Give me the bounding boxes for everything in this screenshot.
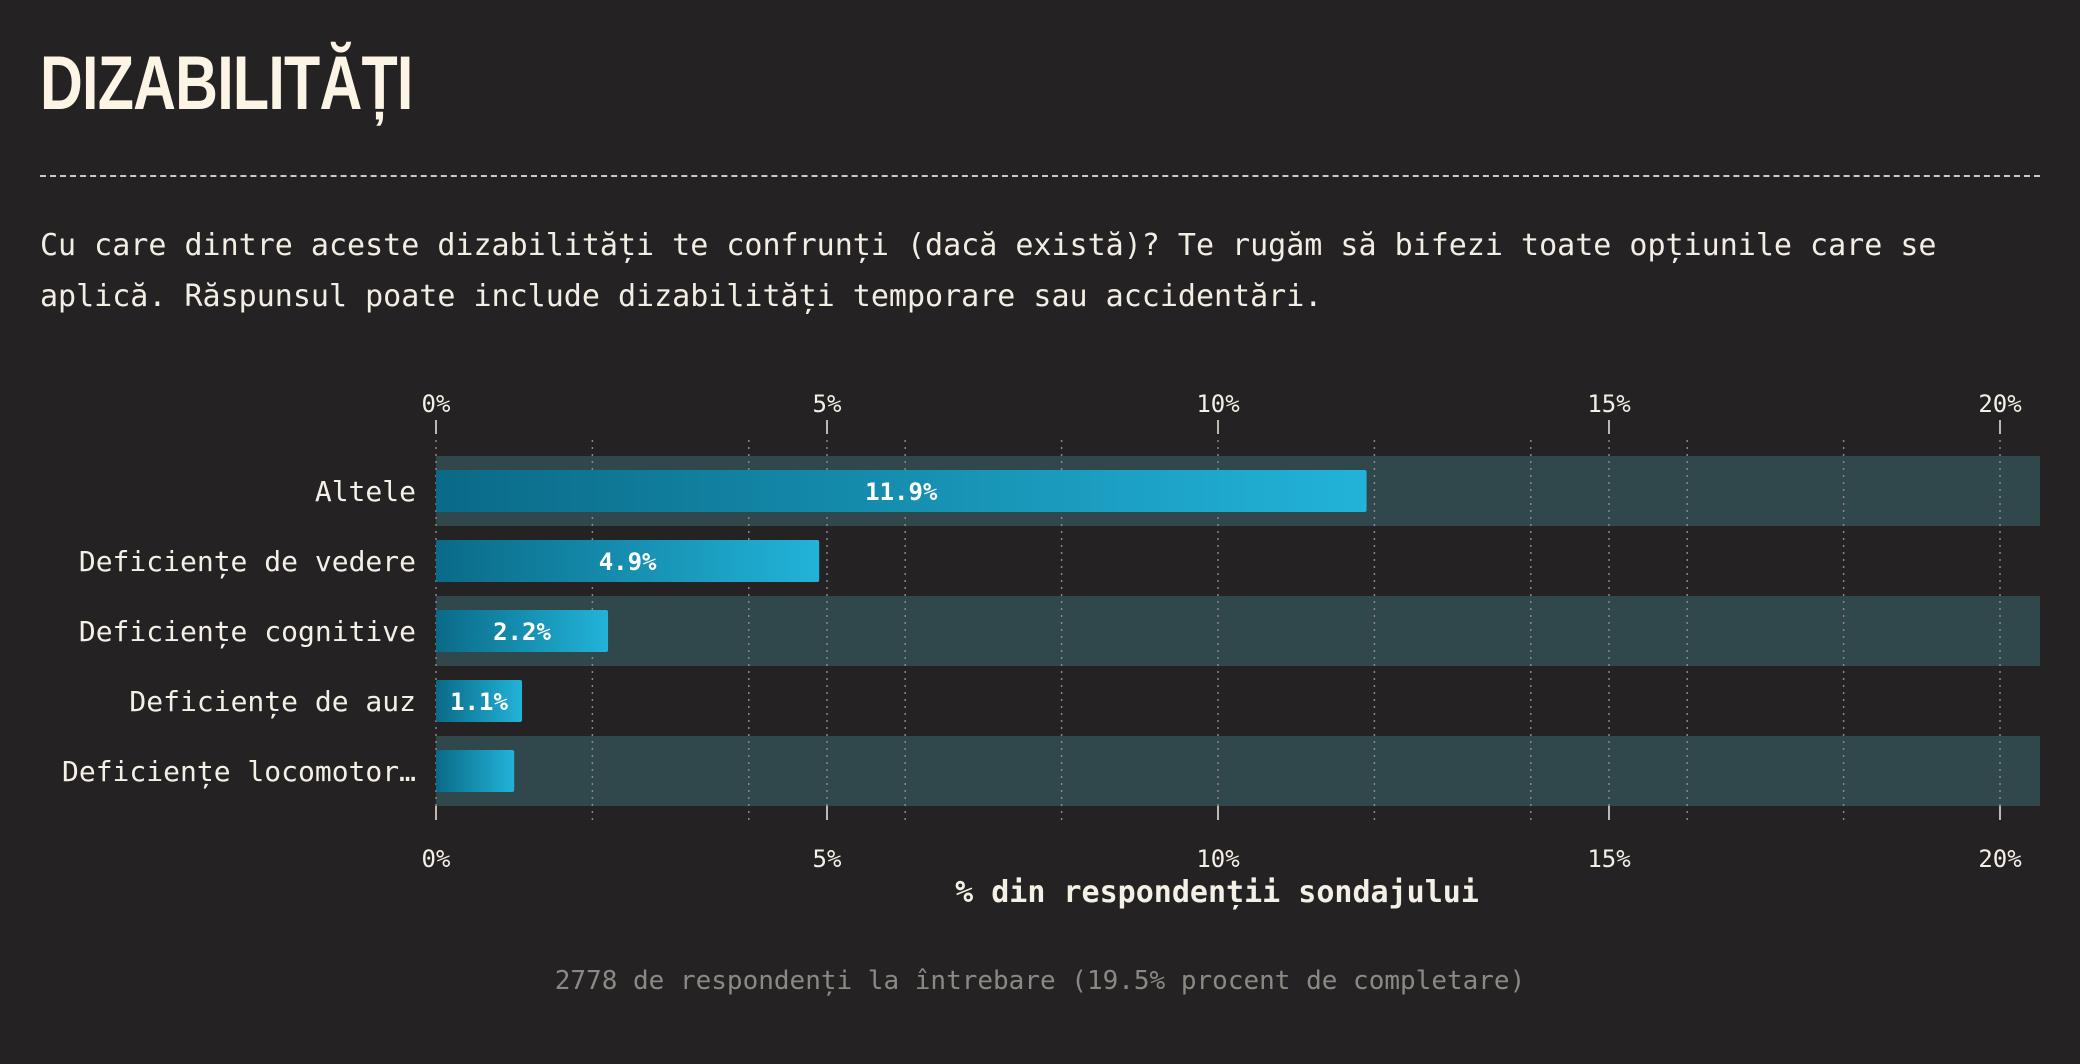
bar xyxy=(436,680,523,722)
question-text: Cu care dintre aceste dizabilități te co… xyxy=(40,228,1937,314)
page-title: DIZABILITĂȚI xyxy=(40,41,413,126)
category-label: Deficiențe locomotor… xyxy=(62,755,416,789)
row-bands xyxy=(436,456,2040,806)
x-tick-label: 20% xyxy=(1978,390,2022,418)
x-tick-label: 0% xyxy=(422,390,451,418)
x-tick-label: 10% xyxy=(1196,390,1240,418)
x-axis-top: 0% 5% 10% 15% 20% xyxy=(422,390,2022,434)
divider xyxy=(40,175,2040,177)
data-label: 2.2% xyxy=(493,618,551,646)
x-axis-title: % din respondenții sondajului xyxy=(955,875,1479,910)
footnote: 2778 de respondenți la întrebare (19.5% … xyxy=(554,966,1526,996)
category-label: Deficiențe de auz xyxy=(129,685,416,719)
bar xyxy=(436,610,609,652)
x-tick-label: 10% xyxy=(1196,845,1240,873)
data-label: 4.9% xyxy=(599,548,657,576)
row-band xyxy=(436,736,2040,806)
bar-value-labels: 11.9% 4.9% 2.2% 1.1% xyxy=(450,478,938,716)
bar-chart: 11.9% 4.9% 2.2% 1.1% Altele Deficiențe de ve… xyxy=(62,390,2040,910)
x-tick-label: 5% xyxy=(813,390,842,418)
bar xyxy=(436,750,515,792)
category-label: Deficiențe de vedere xyxy=(79,545,416,579)
x-axis-bottom: 0% 5% 10% 15% 20% xyxy=(422,806,2022,873)
data-label: 1.1% xyxy=(450,688,508,716)
x-tick-label: 0% xyxy=(422,845,451,873)
x-tick-label: 20% xyxy=(1978,845,2022,873)
data-label: 11.9% xyxy=(865,478,938,506)
x-tick-label: 15% xyxy=(1587,845,1631,873)
category-label: Deficiențe cognitive xyxy=(79,615,416,649)
row-band xyxy=(436,596,2040,666)
bar xyxy=(436,540,820,582)
x-tick-label: 15% xyxy=(1587,390,1631,418)
category-labels: Altele Deficiențe de vedere Deficiențe cog… xyxy=(62,475,416,789)
x-tick-label: 5% xyxy=(813,845,842,873)
bars xyxy=(436,470,1367,792)
category-label: Altele xyxy=(315,475,416,508)
bar xyxy=(436,470,1367,512)
